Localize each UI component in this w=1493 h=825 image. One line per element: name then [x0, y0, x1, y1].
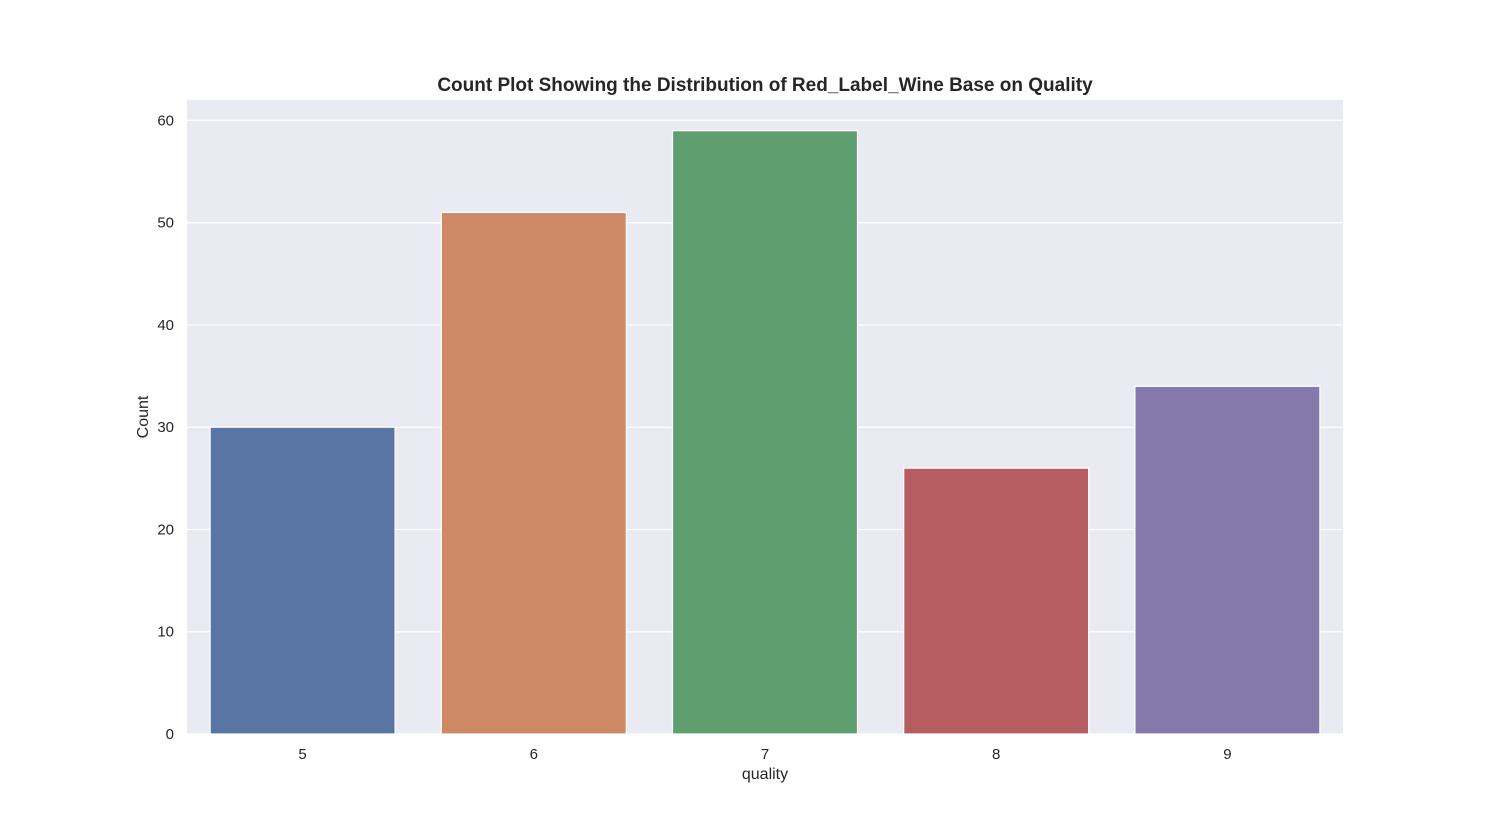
bar-quality-9	[1134, 385, 1321, 735]
x-tick-label: 8	[992, 746, 1000, 763]
x-tick-label: 5	[298, 746, 306, 763]
y-axis-label: Count	[135, 395, 152, 438]
y-tick-label: 60	[157, 112, 174, 129]
bar-quality-7	[671, 130, 859, 735]
x-axis-label: quality	[742, 766, 788, 783]
x-tick-labels: 5 6 7 8 9	[298, 746, 1231, 763]
bar-quality-5	[209, 426, 396, 735]
x-tick-label: 9	[1223, 746, 1231, 763]
bar-quality-6	[440, 211, 627, 735]
x-tick-label: 6	[530, 746, 538, 763]
chart-title: Count Plot Showing the Distribution of R…	[437, 75, 1093, 96]
y-tick-label: 30	[157, 419, 174, 436]
y-tick-label: 0	[166, 726, 174, 743]
y-tick-label: 20	[157, 521, 174, 538]
x-tick-label: 7	[761, 746, 769, 763]
bar-quality-8	[903, 467, 1090, 735]
y-tick-labels: 0 10 20 30 40 50 60	[157, 112, 174, 743]
y-tick-label: 50	[157, 215, 174, 232]
bars	[209, 130, 1321, 735]
y-tick-label: 40	[157, 317, 174, 334]
y-tick-label: 10	[157, 624, 174, 641]
